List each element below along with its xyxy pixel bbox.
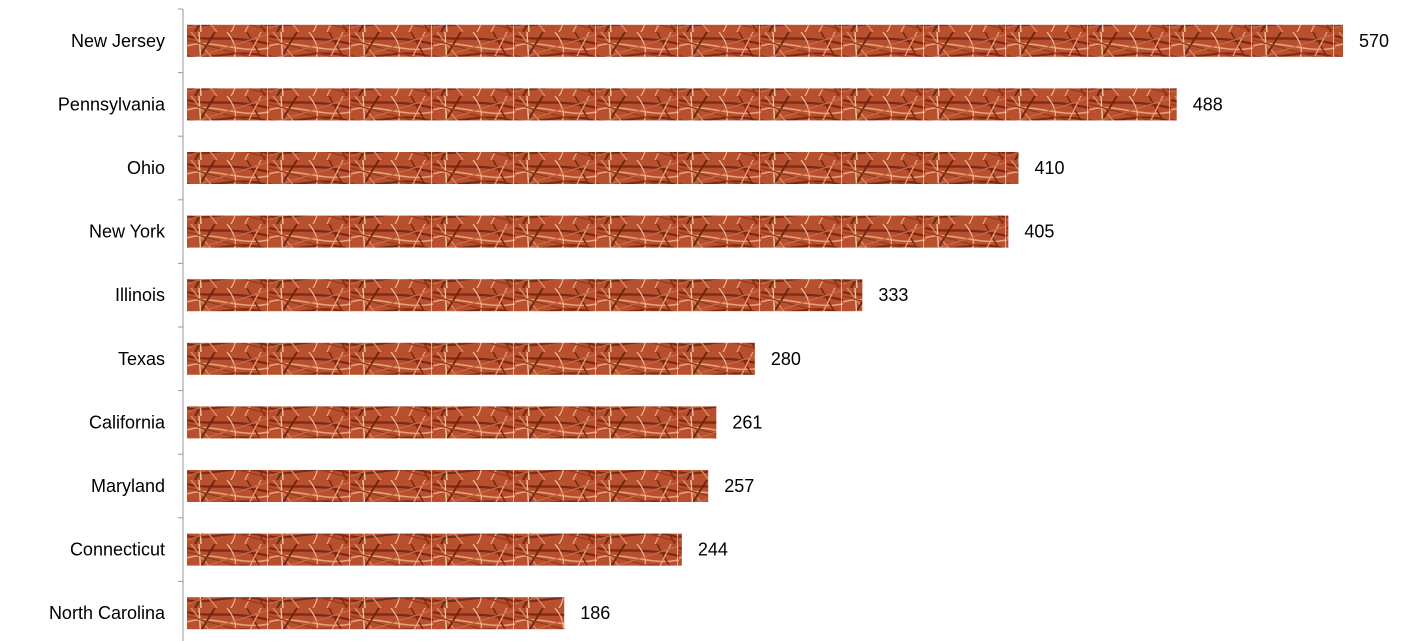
bar-connecticut[interactable] <box>187 533 682 566</box>
category-label: North Carolina <box>49 603 166 623</box>
value-label: 244 <box>698 540 728 560</box>
bar-texas[interactable] <box>187 342 755 375</box>
value-label: 488 <box>1193 94 1223 114</box>
bar-california[interactable] <box>187 406 717 439</box>
bar-north-carolina[interactable] <box>187 597 565 630</box>
value-label: 570 <box>1359 31 1389 51</box>
value-label: 261 <box>732 412 762 432</box>
value-label: 333 <box>878 285 908 305</box>
category-label: New York <box>89 222 166 242</box>
category-label: Ohio <box>127 158 165 178</box>
bar-pennsylvania[interactable] <box>187 88 1177 121</box>
category-label: Texas <box>118 349 165 369</box>
value-label: 186 <box>580 603 610 623</box>
value-label: 280 <box>771 349 801 369</box>
category-label: Illinois <box>115 285 165 305</box>
bar-illinois[interactable] <box>187 279 863 312</box>
bar-ohio[interactable] <box>187 152 1019 184</box>
category-label: Maryland <box>91 476 165 496</box>
category-label: New Jersey <box>71 31 165 51</box>
category-label: Connecticut <box>70 540 165 560</box>
bar-new-jersey[interactable] <box>187 24 1343 57</box>
value-label: 405 <box>1024 222 1054 242</box>
bar-maryland[interactable] <box>187 470 709 502</box>
category-label: California <box>89 412 166 432</box>
value-label: 257 <box>724 476 754 496</box>
bar-new-york[interactable] <box>187 215 1009 248</box>
value-label: 410 <box>1035 158 1065 178</box>
category-label: Pennsylvania <box>58 94 166 114</box>
